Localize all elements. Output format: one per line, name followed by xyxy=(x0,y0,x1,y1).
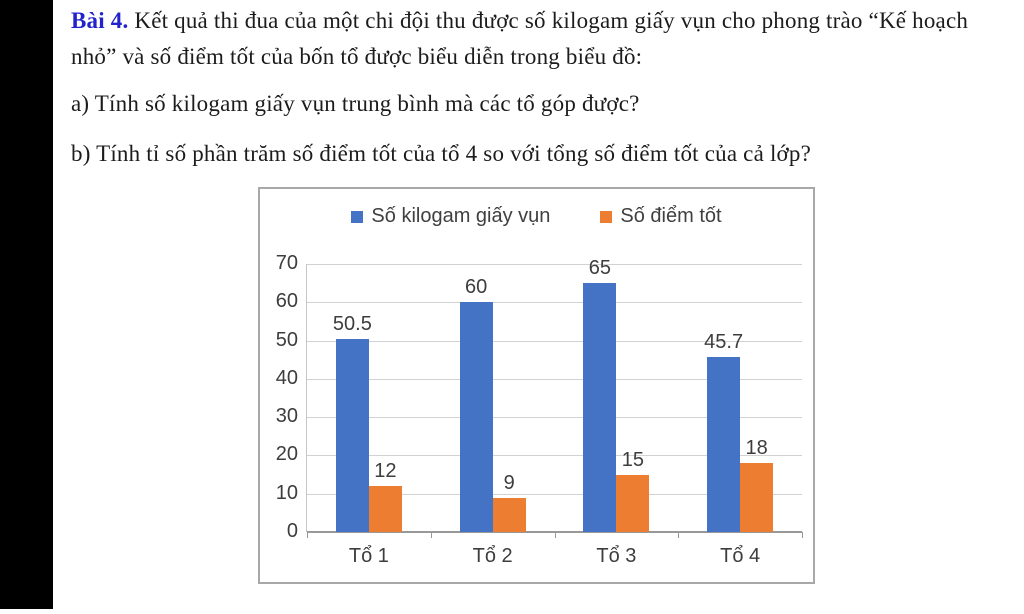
bar-kilogam-giay-vun xyxy=(459,302,493,532)
bar-diem-tot xyxy=(492,497,526,532)
y-axis-label: 40 xyxy=(275,366,298,389)
bar-value-label: 9 xyxy=(503,471,515,494)
x-axis-tick xyxy=(307,532,308,538)
question-a: a) Tính số kilogam giấy vụn trung bình m… xyxy=(71,91,640,117)
y-axis-label: 20 xyxy=(275,443,298,466)
bar-value-label: 50.5 xyxy=(332,312,372,335)
x-axis-label: Tổ 1 xyxy=(348,545,389,567)
x-axis-label: Tổ 3 xyxy=(596,545,637,567)
bar-value-label: 12 xyxy=(374,460,397,483)
problem-line-2: nhỏ” và số điểm tốt của bốn tổ được biểu… xyxy=(71,44,642,70)
y-axis-line xyxy=(306,264,307,532)
gridline xyxy=(307,493,802,495)
problem-line-1: Bài 4. Kết quả thi đua của một chi đội t… xyxy=(71,8,968,34)
x-axis-label: Tổ 4 xyxy=(720,545,761,567)
problem-text-1: Kết quả thi đua của một chi đội thu được… xyxy=(134,8,969,33)
bar-diem-tot xyxy=(616,474,650,532)
x-axis-tick xyxy=(430,532,432,538)
bar-diem-tot xyxy=(368,486,402,532)
y-axis-label: 0 xyxy=(286,520,298,542)
chart-plot-area: 0 10 20 30 40 50 60 70 Tổ 1 50.5 12 Tổ 2 60 9 Tổ 3 65 15… xyxy=(276,252,803,567)
legend-item: Số kilogam giấy vụn xyxy=(351,205,550,228)
bar-value-label: 45.7 xyxy=(704,331,744,354)
legend-label: Số kilogam giấy vụn xyxy=(371,205,551,227)
bar-chart: Số kilogam giấy vụn Số điểm tốt 0 10 20 30 40… xyxy=(258,187,815,584)
y-axis-label: 70 xyxy=(275,252,298,274)
gridline xyxy=(307,264,802,265)
x-axis-tick xyxy=(678,532,680,538)
gridline xyxy=(307,417,802,419)
bar-value-label: 65 xyxy=(588,257,611,280)
problem-text-2: nhỏ” và số điểm tốt của bốn tổ được biểu… xyxy=(71,44,643,69)
gridline xyxy=(307,378,802,380)
question-b: b) Tính tỉ số phần trăm số điểm tốt của … xyxy=(71,141,811,167)
question-b-text: b) Tính tỉ số phần trăm số điểm tốt của … xyxy=(71,141,812,166)
gridline xyxy=(307,302,802,304)
gridline xyxy=(307,455,802,457)
x-axis-label: Tổ 2 xyxy=(472,545,513,567)
bar-kilogam-giay-vun xyxy=(335,338,369,532)
x-axis-tick xyxy=(802,532,803,538)
problem-number: Bài 4. xyxy=(71,8,129,33)
legend-item: Số điểm tốt xyxy=(600,205,722,228)
chart-legend: Số kilogam giấy vụn Số điểm tốt xyxy=(260,205,813,228)
black-left-bar xyxy=(0,0,53,609)
bar-diem-tot xyxy=(740,463,774,532)
y-axis-label: 30 xyxy=(275,405,298,428)
question-a-text: a) Tính số kilogam giấy vụn trung bình m… xyxy=(71,91,640,116)
legend-swatch xyxy=(351,210,364,223)
x-axis-tick xyxy=(554,532,556,538)
bar-kilogam-giay-vun xyxy=(583,283,617,532)
y-axis-label: 10 xyxy=(275,481,298,504)
legend-swatch xyxy=(600,210,613,223)
y-axis-label: 50 xyxy=(275,328,298,351)
gridline xyxy=(307,340,802,342)
bar-value-label: 15 xyxy=(621,448,644,471)
y-axis-label: 60 xyxy=(275,290,298,313)
bar-value-label: 18 xyxy=(745,437,768,460)
legend-label: Số điểm tốt xyxy=(620,205,722,227)
bar-kilogam-giay-vun xyxy=(707,357,741,532)
bar-value-label: 60 xyxy=(465,276,488,299)
